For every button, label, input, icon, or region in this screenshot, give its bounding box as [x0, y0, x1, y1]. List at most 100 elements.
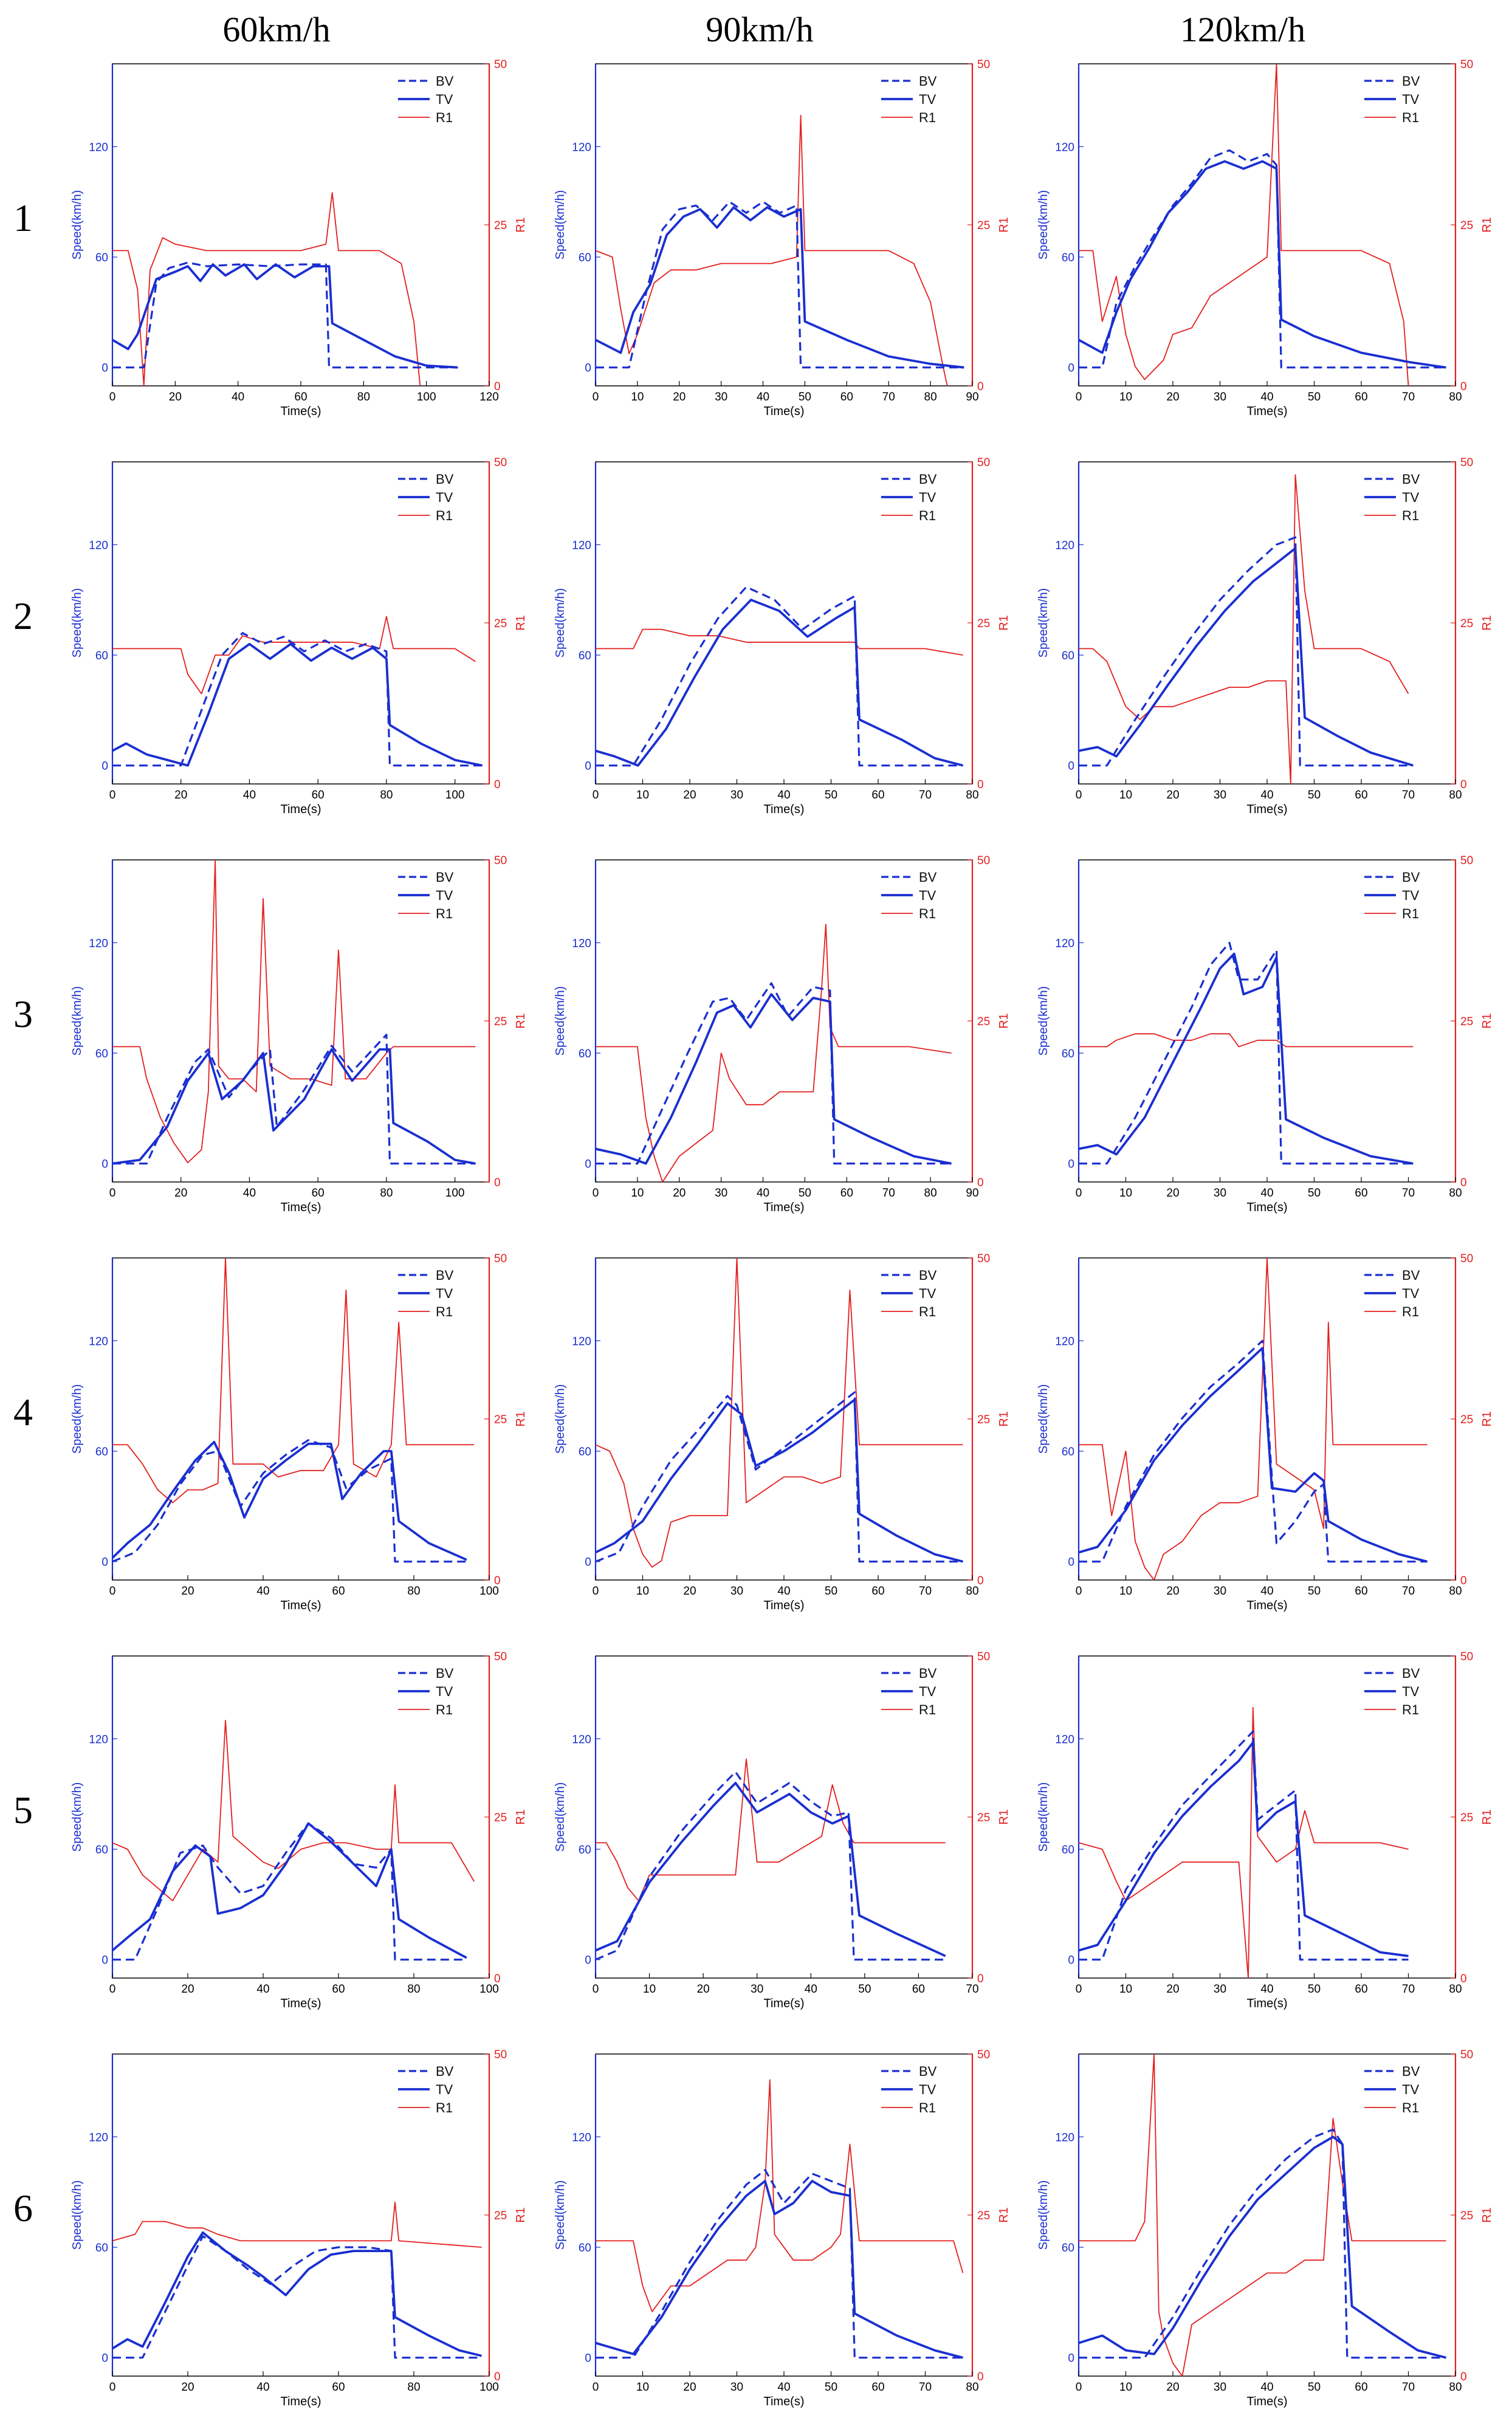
y-axis-label: Speed(km/h) [554, 190, 567, 260]
legend-label: R1 [919, 508, 936, 523]
x-tick-label: 60 [840, 1187, 853, 1200]
legend-label: R1 [1402, 906, 1419, 921]
row-labels: 1 2 3 4 5 6 [13, 196, 33, 2230]
legend-label: TV [1402, 1286, 1419, 1301]
x-tick-label: 80 [1449, 1585, 1462, 1598]
y-axis-label: Speed(km/h) [1037, 1782, 1050, 1852]
legend-label: TV [436, 92, 453, 107]
y-tick-label: 60 [95, 1048, 108, 1060]
chart-panel-r4c1: 0 20 40 60 80 10006012002550Time(s)Speed(km/h… [70, 1252, 527, 1612]
series-line-bv [596, 586, 963, 767]
series-line-tv [112, 263, 458, 369]
legend-label: R1 [1402, 110, 1419, 125]
x-tick-label: 70 [966, 1983, 978, 1996]
y-tick-label: 0 [1068, 760, 1074, 773]
legend-label: R1 [436, 508, 453, 523]
y2-axis-label: R1 [997, 615, 1011, 631]
y2-tick-label: 50 [977, 1651, 990, 1663]
y2-tick-label: 50 [1460, 456, 1473, 469]
legend-label: TV [919, 888, 936, 903]
legend-label: TV [919, 1684, 936, 1699]
legend-label: R1 [436, 2100, 453, 2115]
x-axis-label: Time(s) [280, 1201, 321, 1214]
y2-tick-label: 50 [494, 1252, 507, 1265]
x-tick-label: 70 [919, 2381, 932, 2394]
y-axis-label: Speed(km/h) [70, 1384, 84, 1454]
x-tick-label: 0 [593, 1585, 599, 1598]
y2-tick-label: 0 [494, 1575, 501, 1587]
y2-axis-label: R1 [1480, 1013, 1494, 1029]
x-axis-label: Time(s) [763, 2395, 804, 2408]
x-tick-label: 20 [1166, 1585, 1179, 1598]
x-tick-label: 70 [919, 789, 932, 802]
x-tick-label: 60 [871, 1585, 884, 1598]
y2-tick-label: 50 [494, 854, 507, 867]
series-line-bv [1079, 536, 1414, 767]
legend-label: BV [1402, 1268, 1420, 1283]
y2-tick-label: 25 [494, 1015, 507, 1028]
legend-label: TV [1402, 490, 1419, 505]
y-tick-label: 0 [585, 1556, 591, 1569]
y2-axis-label: R1 [1480, 1411, 1494, 1427]
x-axis-label: Time(s) [280, 1997, 321, 2010]
y-axis-label: Speed(km/h) [1037, 1384, 1050, 1454]
x-tick-label: 60 [1355, 2381, 1367, 2394]
x-tick-label: 120 [479, 391, 499, 404]
x-tick-label: 50 [1308, 2381, 1321, 2394]
x-tick-label: 60 [312, 1187, 325, 1200]
x-tick-label: 20 [697, 1983, 710, 1996]
y-tick-label: 120 [1055, 1335, 1074, 1348]
series-line-tv [596, 599, 963, 767]
legend-label: BV [919, 870, 937, 885]
series-line-bv [596, 2169, 963, 2359]
chart-panel-r2c2: 0 10 20 30 40 50 60 70 8006012002550Time(s)Speed… [554, 456, 1011, 816]
y-tick-label: 120 [1055, 539, 1074, 552]
x-tick-label: 80 [924, 1187, 937, 1200]
x-tick-label: 40 [256, 1585, 269, 1598]
series-line-tv [1079, 1347, 1428, 1563]
y-axis-label: Speed(km/h) [554, 2180, 567, 2250]
legend-label: TV [436, 2082, 453, 2097]
series-line-r1 [112, 860, 476, 1164]
chart-panel-r5c3: 0 10 20 30 40 50 60 70 8006012002550Time(s)Speed… [1037, 1651, 1494, 2010]
series-line-r1 [112, 1720, 475, 1901]
row-label: 6 [13, 2186, 33, 2230]
plot-frame [1078, 63, 1456, 386]
x-tick-label: 60 [912, 1983, 925, 1996]
x-tick-label: 20 [683, 1585, 696, 1598]
x-tick-label: 50 [1308, 391, 1321, 404]
y2-axis-label: R1 [997, 1411, 1011, 1427]
y2-tick-label: 0 [977, 380, 984, 393]
y2-tick-label: 50 [494, 2049, 507, 2061]
x-tick-label: 60 [332, 1585, 345, 1598]
y-tick-label: 60 [95, 1446, 108, 1458]
legend-label: TV [436, 888, 453, 903]
legend-label: TV [436, 490, 453, 505]
y2-tick-label: 25 [494, 1414, 507, 1426]
x-tick-label: 0 [593, 391, 599, 404]
plot-frame [112, 461, 490, 785]
legend-label: R1 [436, 1304, 453, 1319]
y-tick-label: 120 [89, 1733, 108, 1746]
x-axis-label: Time(s) [763, 1599, 804, 1612]
y-axis-label: Speed(km/h) [70, 2180, 84, 2250]
y-tick-label: 60 [579, 2242, 591, 2255]
x-tick-label: 20 [1166, 1983, 1179, 1996]
x-tick-label: 60 [1355, 1983, 1367, 1996]
x-tick-label: 10 [1119, 2381, 1132, 2394]
y-tick-label: 0 [585, 760, 591, 773]
y-tick-label: 0 [585, 362, 591, 375]
row-label: 3 [13, 992, 33, 1036]
x-tick-label: 40 [243, 789, 256, 802]
y-tick-label: 120 [572, 1335, 591, 1348]
y2-tick-label: 0 [494, 2371, 501, 2383]
x-tick-label: 10 [1119, 789, 1132, 802]
series-line-tv [596, 206, 964, 369]
legend-label: TV [919, 2082, 936, 2097]
x-axis-label: Time(s) [280, 803, 321, 816]
legend-label: BV [436, 1666, 454, 1681]
x-tick-label: 90 [966, 391, 978, 404]
x-tick-label: 40 [1260, 1187, 1273, 1200]
y2-tick-label: 50 [1460, 1651, 1473, 1663]
